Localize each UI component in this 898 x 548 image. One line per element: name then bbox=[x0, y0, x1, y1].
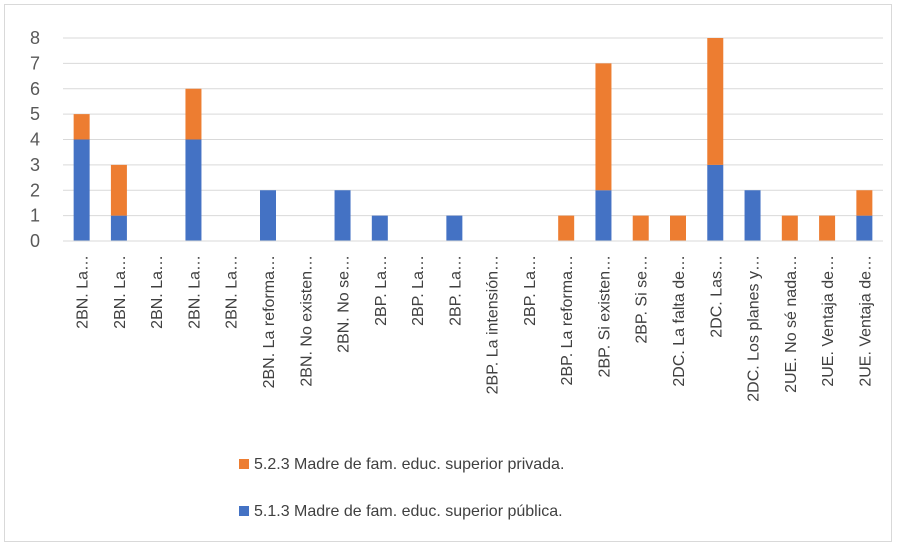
x-tick-label: 2BN. La… bbox=[186, 255, 203, 329]
x-tick-label: 2BN. No se… bbox=[336, 255, 353, 353]
x-tick-label: 2DC. La falta de… bbox=[671, 255, 688, 387]
bar-segment bbox=[260, 190, 276, 241]
y-tick-label: 3 bbox=[30, 155, 40, 175]
x-tick-label: 2BP. Si existen… bbox=[596, 255, 613, 377]
bar-segment bbox=[707, 38, 724, 165]
x-tick-label: 2BP. La… bbox=[447, 255, 464, 326]
y-tick-label: 6 bbox=[30, 79, 40, 99]
legend-swatch bbox=[239, 459, 249, 469]
bar-segment bbox=[595, 190, 612, 241]
bar-segment bbox=[110, 164, 127, 216]
bar-segment bbox=[856, 215, 873, 241]
bar-segment bbox=[110, 215, 127, 241]
bar-segment bbox=[632, 215, 649, 241]
x-axis: 2BN. La… 2BN. La… 2BN. La… 2BN. La… 2BN. La…… bbox=[63, 240, 883, 402]
bar-segment bbox=[819, 215, 836, 241]
x-tick-label: 2UE. Ventaja de… bbox=[857, 255, 874, 387]
x-tick-label: 2BN. La… bbox=[75, 255, 92, 329]
x-tick-label: 2BN. La… bbox=[224, 255, 241, 329]
legend-label: 5.2.3 Madre de fam. educ. superior priva… bbox=[254, 456, 564, 473]
bar-segment bbox=[781, 215, 798, 241]
y-tick-label: 5 bbox=[30, 104, 40, 124]
bar-segment bbox=[73, 139, 90, 241]
legend-swatch bbox=[239, 506, 249, 516]
legend-label: 5.1.3 Madre de fam. educ. superior públi… bbox=[254, 503, 563, 520]
x-tick-label: 2BN. La reforma… bbox=[261, 255, 278, 388]
x-tick-label: 2UE. Ventaja de… bbox=[820, 255, 837, 387]
x-tick-label: 2DC. Los planes y… bbox=[746, 255, 763, 402]
bars bbox=[73, 38, 873, 241]
y-tick-label: 1 bbox=[30, 206, 40, 226]
bar-segment bbox=[73, 114, 90, 140]
bar-segment bbox=[595, 63, 612, 191]
y-tick-label: 2 bbox=[30, 180, 40, 200]
bar-segment bbox=[334, 190, 351, 241]
y-axis: 0 1 2 3 4 5 6 7 8 bbox=[30, 28, 40, 251]
bar-segment bbox=[856, 190, 873, 216]
bar-segment bbox=[558, 215, 575, 241]
x-tick-label: 2BP. La… bbox=[410, 255, 427, 326]
x-tick-label: 2UE. No sé nada… bbox=[783, 255, 800, 393]
x-tick-label: 2BN. La… bbox=[149, 255, 166, 329]
x-tick-label: 2BP. La reforma… bbox=[559, 255, 576, 385]
bar-segment bbox=[744, 190, 761, 241]
bar-segment bbox=[185, 88, 202, 140]
legend: 5.2.3 Madre de fam. educ. superior priva… bbox=[239, 456, 564, 520]
x-tick-label: 2BP. La… bbox=[373, 255, 390, 326]
x-tick-label: 2BN. La… bbox=[112, 255, 129, 329]
bar-segment bbox=[185, 139, 202, 241]
x-tick-label: 2BN. No existen… bbox=[298, 255, 315, 387]
chart-frame bbox=[4, 4, 892, 542]
bar-segment bbox=[707, 164, 724, 241]
bar-segment bbox=[446, 215, 463, 241]
x-tick-label: 2BP. La intensión… bbox=[485, 255, 502, 394]
y-tick-label: 0 bbox=[30, 231, 40, 251]
bar-segment bbox=[371, 215, 388, 241]
x-tick-label: 2DC. Las… bbox=[708, 255, 725, 338]
bar-segment bbox=[670, 215, 686, 241]
x-tick-label: 2BP. Si se… bbox=[634, 255, 651, 344]
x-tick-label: 2BP. La… bbox=[522, 255, 539, 326]
y-tick-label: 4 bbox=[30, 130, 40, 150]
y-tick-label: 8 bbox=[30, 28, 40, 48]
y-tick-label: 7 bbox=[30, 53, 40, 73]
